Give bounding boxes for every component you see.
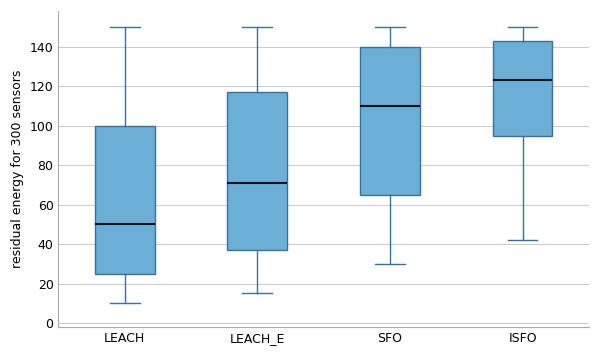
PathPatch shape bbox=[227, 92, 287, 250]
PathPatch shape bbox=[95, 126, 155, 274]
PathPatch shape bbox=[493, 41, 553, 136]
PathPatch shape bbox=[360, 47, 420, 195]
Y-axis label: residual energy for 300 sensors: residual energy for 300 sensors bbox=[11, 70, 24, 268]
